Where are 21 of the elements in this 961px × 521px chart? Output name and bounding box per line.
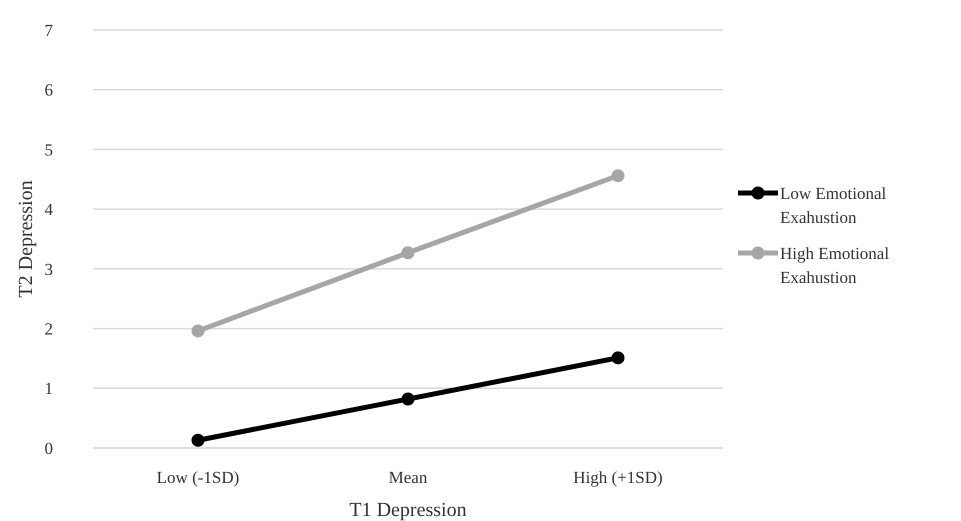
x-tick-label: High (+1SD) xyxy=(573,468,663,487)
x-axis-title: T1 Depression xyxy=(349,499,467,521)
legend-label: Low Emotional Exahustion xyxy=(780,184,887,227)
x-tick-label: Mean xyxy=(388,468,428,487)
point xyxy=(612,351,624,364)
legend-label: High Emotional Exahustion xyxy=(780,244,890,287)
y-tick-label: 6 xyxy=(44,80,53,100)
y-tick-label: 1 xyxy=(44,379,53,398)
point xyxy=(612,169,624,182)
y-axis-title: T2 Depression xyxy=(15,180,37,298)
x-tick-label: Low (-1SD) xyxy=(156,468,240,487)
point xyxy=(402,246,414,260)
y-tick-label: 7 xyxy=(44,20,54,40)
y-tick-label: 5 xyxy=(44,140,53,160)
y-tick-label: 4 xyxy=(44,200,54,220)
point xyxy=(192,324,204,338)
y-tick-label: 0 xyxy=(44,438,53,458)
point xyxy=(402,392,414,406)
point xyxy=(192,434,204,447)
y-tick-label: 2 xyxy=(44,320,53,339)
y-tick-label: 3 xyxy=(44,260,53,279)
